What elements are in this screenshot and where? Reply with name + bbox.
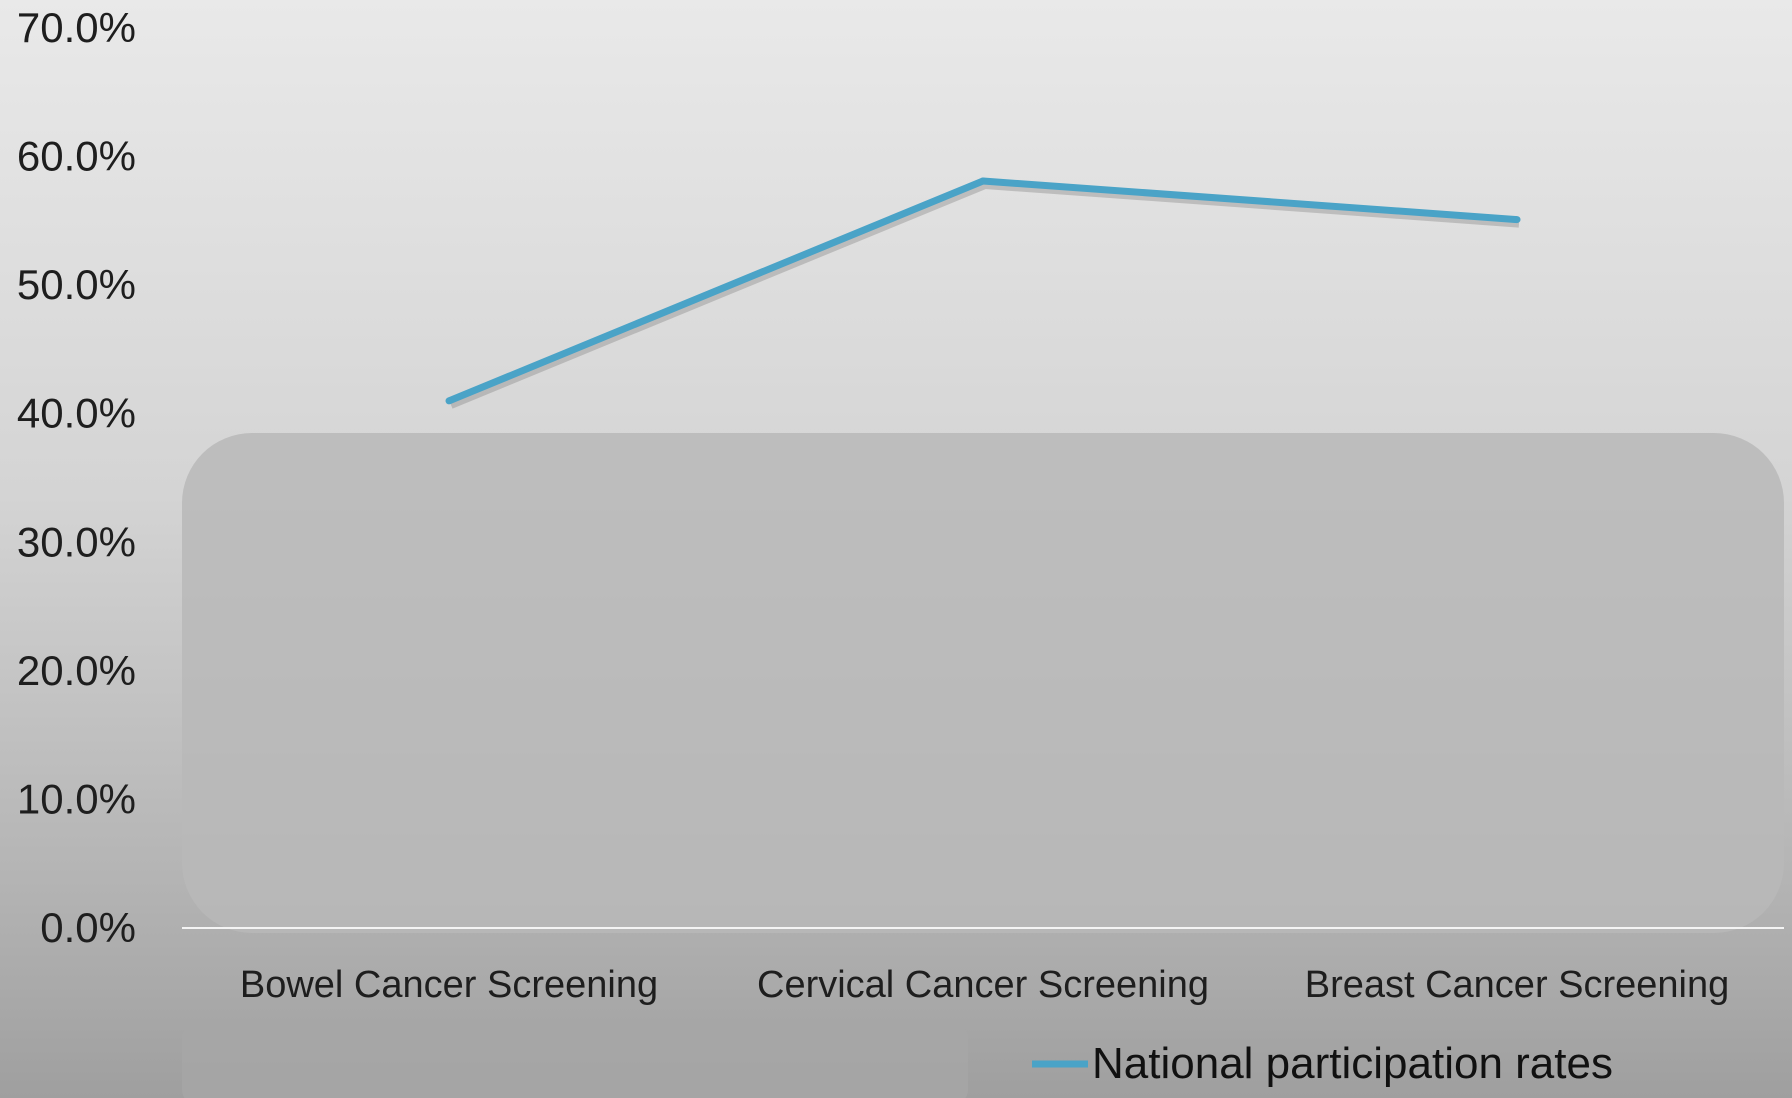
legend-label: National participation rates	[1092, 1039, 1613, 1088]
overlay-panel	[182, 433, 1784, 933]
y-tick-label: 10.0%	[17, 775, 136, 822]
series-point	[445, 397, 453, 405]
series-group	[445, 177, 1521, 409]
x-axis-categories: Bowel Cancer Screening Cervical Cancer Sc…	[240, 964, 1729, 1006]
series-point	[1513, 216, 1521, 224]
y-tick-label: 0.0%	[40, 904, 136, 951]
y-tick-label: 60.0%	[17, 133, 136, 180]
y-tick-label: 50.0%	[17, 261, 136, 308]
y-axis-ticks: 0.0% 10.0% 20.0% 30.0% 40.0% 50.0% 60.0% 70.0%	[17, 4, 136, 951]
legend-panel	[182, 1024, 968, 1098]
legend: National participation rates	[1032, 1039, 1613, 1088]
y-tick-label: 70.0%	[17, 4, 136, 51]
x-category-label: Breast Cancer Screening	[1305, 964, 1730, 1006]
x-category-label: Cervical Cancer Screening	[757, 964, 1209, 1006]
series-line-shadow	[449, 181, 1520, 409]
x-category-label: Bowel Cancer Screening	[240, 964, 658, 1006]
y-tick-label: 30.0%	[17, 518, 136, 565]
y-tick-label: 40.0%	[17, 390, 136, 437]
series-point	[979, 177, 987, 185]
y-tick-label: 20.0%	[17, 647, 136, 694]
